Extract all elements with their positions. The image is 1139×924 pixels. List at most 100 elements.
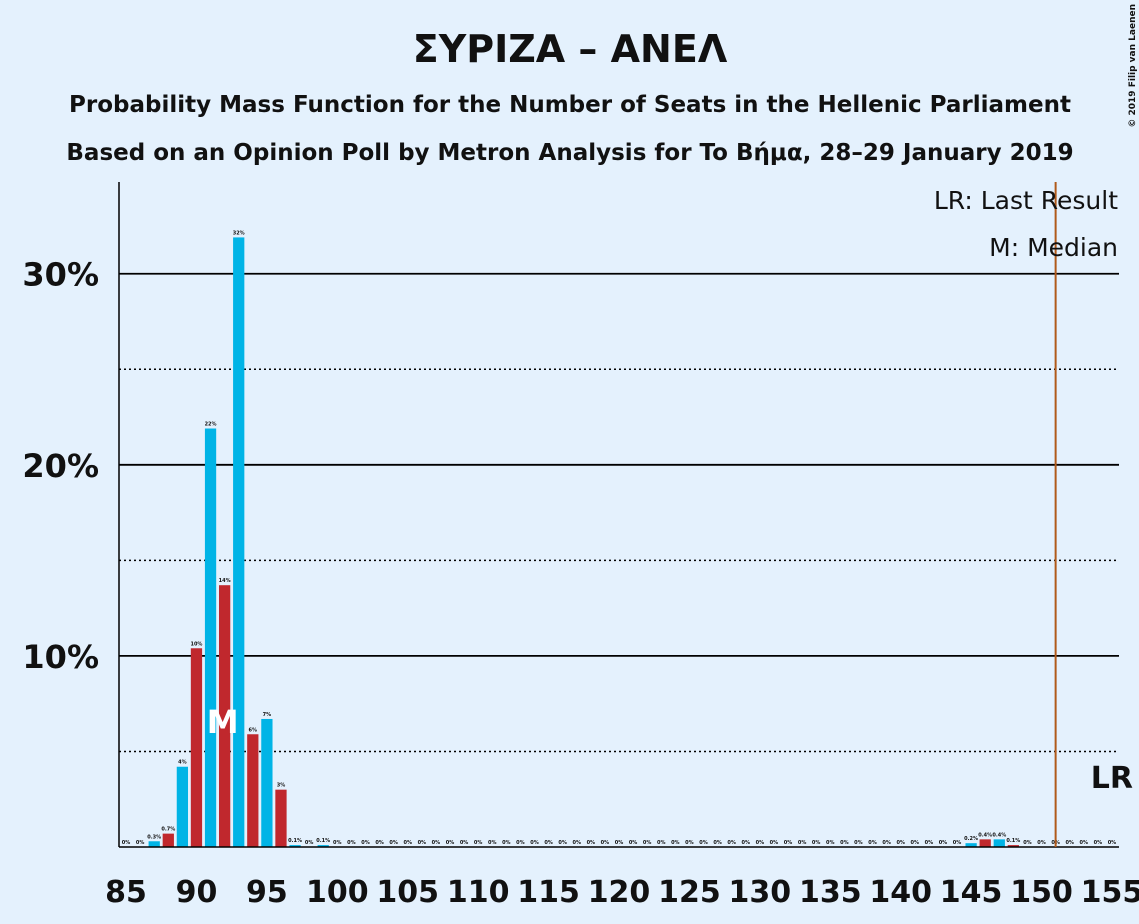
x-tick-label: 140 bbox=[869, 875, 932, 910]
data-label: 0% bbox=[1037, 840, 1046, 846]
data-label: 0.4% bbox=[992, 832, 1006, 838]
x-tick-label: 85 bbox=[105, 875, 147, 910]
data-label: 0% bbox=[601, 840, 610, 846]
data-label: 0% bbox=[756, 840, 765, 846]
data-label: 0% bbox=[460, 840, 469, 846]
data-label: 0% bbox=[727, 840, 736, 846]
x-tick-label: 115 bbox=[517, 875, 580, 910]
data-label: 0% bbox=[629, 840, 638, 846]
bar bbox=[162, 833, 174, 847]
data-label: 0% bbox=[798, 840, 807, 846]
last-result-label: LR bbox=[1091, 761, 1133, 796]
data-label: 0% bbox=[587, 840, 596, 846]
data-label: 0% bbox=[305, 840, 314, 846]
data-label: 0% bbox=[1080, 840, 1089, 846]
data-label: 0% bbox=[347, 840, 356, 846]
bar bbox=[289, 845, 301, 847]
x-tick-label: 105 bbox=[376, 875, 439, 910]
data-label: 0.3% bbox=[147, 834, 161, 840]
data-label: 0% bbox=[953, 840, 962, 846]
bar bbox=[233, 237, 245, 847]
data-label: 0% bbox=[713, 840, 722, 846]
data-label: 4% bbox=[178, 760, 187, 766]
data-label: 0% bbox=[615, 840, 624, 846]
data-label: 0% bbox=[1023, 840, 1032, 846]
bar bbox=[261, 718, 273, 847]
y-tick-label: 30% bbox=[22, 256, 99, 294]
data-label: 0% bbox=[911, 840, 920, 846]
data-label: 0% bbox=[643, 840, 652, 846]
data-label: 0% bbox=[840, 840, 849, 846]
data-label: 0% bbox=[375, 840, 384, 846]
bar bbox=[148, 841, 160, 847]
data-label: 0% bbox=[418, 840, 427, 846]
data-label: 0.1% bbox=[1006, 838, 1020, 844]
data-label: 7% bbox=[263, 712, 272, 718]
data-label: 0% bbox=[403, 840, 412, 846]
bar bbox=[247, 734, 259, 847]
data-label: 0% bbox=[812, 840, 821, 846]
x-tick-label: 135 bbox=[799, 875, 862, 910]
chart-title: ΣΥΡΙΖΑ – ΑΝΕΛ bbox=[413, 27, 728, 71]
legend-entry: LR: Last Result bbox=[934, 186, 1118, 215]
data-label: 0% bbox=[502, 840, 511, 846]
data-label: 0% bbox=[389, 840, 398, 846]
y-tick-label: 20% bbox=[22, 447, 99, 485]
x-tick-label: 145 bbox=[940, 875, 1003, 910]
data-label: 0% bbox=[1108, 840, 1117, 846]
data-label: 0.4% bbox=[978, 832, 992, 838]
data-label: 0% bbox=[558, 840, 567, 846]
x-tick-label: 125 bbox=[658, 875, 721, 910]
data-label: 0% bbox=[770, 840, 779, 846]
data-label: 0% bbox=[925, 840, 934, 846]
x-tick-label: 110 bbox=[447, 875, 510, 910]
data-label: 0.2% bbox=[964, 836, 978, 842]
bar bbox=[965, 843, 977, 847]
bar bbox=[275, 789, 287, 847]
data-label: 0% bbox=[136, 840, 145, 846]
data-label: 0% bbox=[868, 840, 877, 846]
data-label: 0% bbox=[1065, 840, 1074, 846]
data-label: 0% bbox=[854, 840, 863, 846]
x-tick-label: 155 bbox=[1081, 875, 1139, 910]
data-label: 0% bbox=[671, 840, 680, 846]
data-label: 0% bbox=[1094, 840, 1103, 846]
data-label: 0% bbox=[572, 840, 581, 846]
data-label: 0% bbox=[699, 840, 708, 846]
x-tick-label: 90 bbox=[176, 875, 218, 910]
data-label: 3% bbox=[277, 783, 286, 789]
data-label: 0% bbox=[446, 840, 455, 846]
chart-subtitle: Probability Mass Function for the Number… bbox=[69, 92, 1071, 118]
data-label: 0% bbox=[939, 840, 948, 846]
data-label: 0% bbox=[488, 840, 497, 846]
data-label: 0% bbox=[474, 840, 483, 846]
data-label: 0% bbox=[333, 840, 342, 846]
x-tick-label: 100 bbox=[306, 875, 369, 910]
data-label: 32% bbox=[233, 230, 245, 236]
data-label: 0.1% bbox=[288, 838, 302, 844]
data-label: 0% bbox=[657, 840, 666, 846]
data-label: 0% bbox=[882, 840, 891, 846]
x-tick-label: 120 bbox=[588, 875, 651, 910]
data-label: 0.1% bbox=[316, 838, 330, 844]
legend-entry: M: Median bbox=[989, 233, 1118, 262]
bar bbox=[176, 766, 189, 847]
y-tick-label: 10% bbox=[22, 638, 99, 676]
data-label: 0% bbox=[544, 840, 553, 846]
data-label: 10% bbox=[190, 641, 202, 647]
x-tick-label: 150 bbox=[1010, 875, 1073, 910]
bar bbox=[317, 845, 329, 847]
bar bbox=[979, 839, 991, 847]
data-label: 14% bbox=[219, 578, 231, 584]
data-label: 0% bbox=[361, 840, 370, 846]
chart-subtitle: Based on an Opinion Poll by Metron Analy… bbox=[66, 140, 1073, 166]
bar bbox=[1007, 845, 1019, 847]
data-label: 0% bbox=[784, 840, 793, 846]
data-label: 0% bbox=[530, 840, 539, 846]
data-label: 0% bbox=[432, 840, 441, 846]
x-tick-label: 95 bbox=[246, 875, 288, 910]
bar bbox=[219, 585, 231, 847]
median-label: M bbox=[207, 703, 239, 741]
